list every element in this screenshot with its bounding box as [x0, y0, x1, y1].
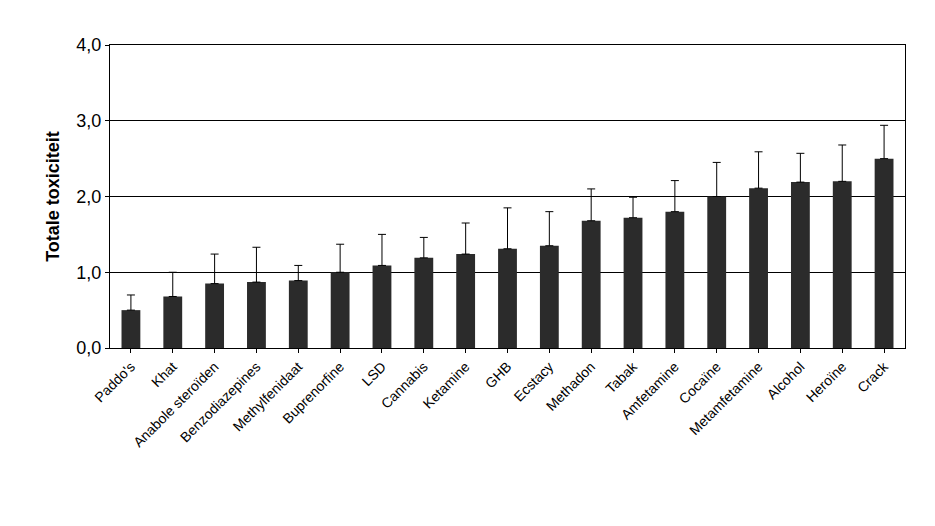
- svg-text:Ecstacy: Ecstacy: [510, 359, 556, 405]
- svg-text:Crack: Crack: [854, 358, 892, 396]
- svg-text:Amfetamine: Amfetamine: [618, 358, 682, 422]
- svg-text:Tabak: Tabak: [602, 358, 640, 396]
- svg-text:Khat: Khat: [148, 358, 180, 390]
- svg-text:Cocaïne: Cocaïne: [676, 358, 724, 406]
- svg-text:Buprenorfine: Buprenorfine: [279, 358, 347, 426]
- svg-text:GHB: GHB: [482, 359, 515, 392]
- svg-text:4,0: 4,0: [76, 35, 101, 55]
- svg-text:2,0: 2,0: [76, 187, 101, 207]
- svg-text:Anabole steroïden: Anabole steroïden: [130, 359, 222, 451]
- svg-text:0,0: 0,0: [76, 338, 101, 358]
- svg-text:Ketamine: Ketamine: [420, 358, 473, 411]
- svg-text:3,0: 3,0: [76, 111, 101, 131]
- svg-text:Benzodiazepines: Benzodiazepines: [177, 359, 264, 446]
- svg-text:LSD: LSD: [358, 359, 389, 390]
- svg-text:Totale toxiciteit: Totale toxiciteit: [43, 131, 63, 262]
- svg-text:Methadon: Methadon: [543, 359, 598, 414]
- svg-text:Heroïne: Heroïne: [803, 358, 850, 405]
- svg-text:Cannabis: Cannabis: [378, 359, 431, 412]
- svg-text:Alcohol: Alcohol: [764, 359, 808, 403]
- svg-text:Metamfetamine: Metamfetamine: [686, 358, 766, 438]
- svg-text:Methylfenidaat: Methylfenidaat: [230, 358, 306, 434]
- svg-text:1,0: 1,0: [76, 263, 101, 283]
- svg-text:Paddo's: Paddo's: [91, 359, 138, 406]
